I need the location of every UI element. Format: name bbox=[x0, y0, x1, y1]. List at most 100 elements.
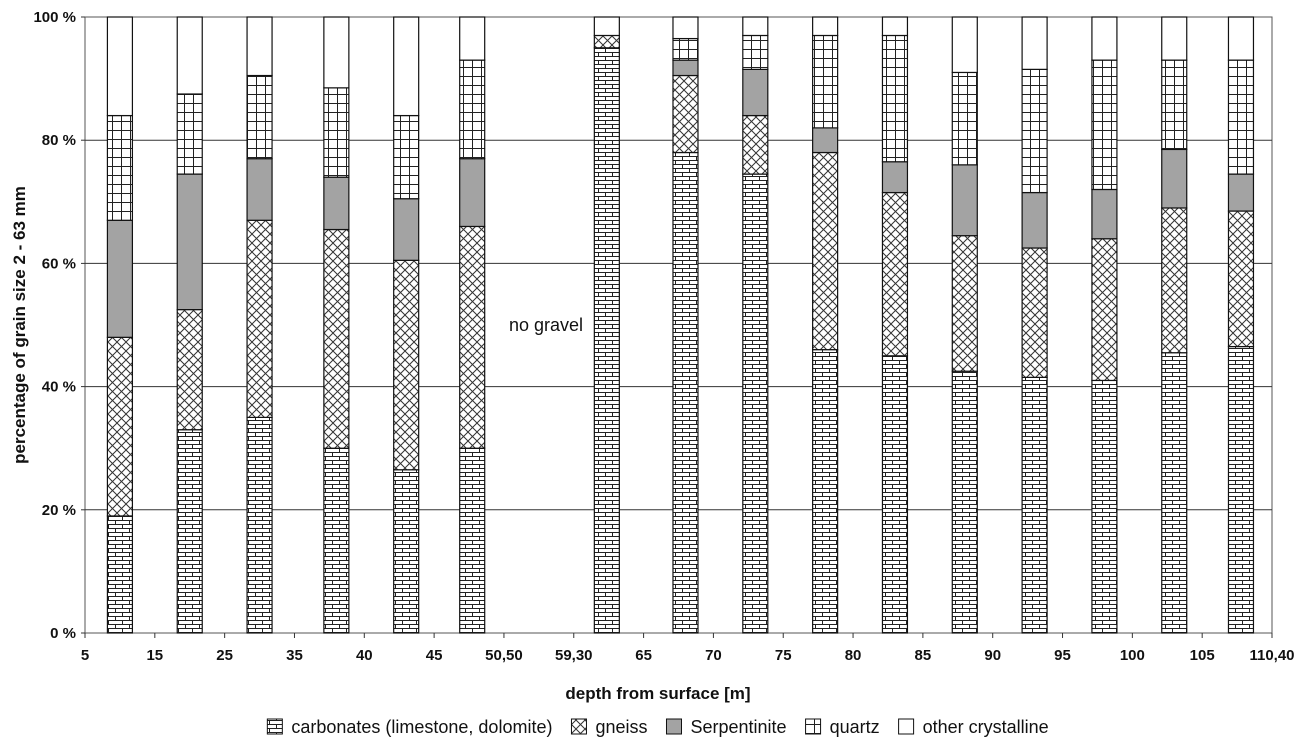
bar-stack bbox=[881, 16, 909, 634]
bar-stack bbox=[1227, 16, 1255, 634]
bar-segment bbox=[106, 219, 134, 338]
legend: carbonates (limestone, dolomite) gneiss Se… bbox=[266, 717, 1049, 737]
bar-segment bbox=[881, 161, 909, 194]
bar-segment bbox=[742, 34, 769, 70]
bar-stack bbox=[459, 16, 486, 634]
x-tick-label: 90 bbox=[984, 647, 1001, 664]
bar-segment bbox=[176, 16, 203, 95]
y-axis-label: percentage of grain size 2 - 63 mm bbox=[10, 186, 29, 464]
bar-segment bbox=[246, 16, 273, 77]
x-tick-label: 15 bbox=[146, 647, 163, 664]
bar-segment bbox=[951, 16, 978, 74]
bar-segment bbox=[323, 447, 350, 634]
bar-segment bbox=[1021, 68, 1048, 194]
legend-item: gneiss bbox=[570, 717, 647, 737]
bar-segment bbox=[1091, 59, 1118, 191]
bar-stack bbox=[176, 16, 203, 634]
x-tick-label: 25 bbox=[216, 647, 233, 664]
bar-segment bbox=[1227, 16, 1255, 61]
x-tick-label: 80 bbox=[845, 647, 862, 664]
bar-stack bbox=[1161, 16, 1188, 634]
bar-stack bbox=[742, 16, 769, 634]
axes: 0 % 20 % 40 % 60 % 80 % 100 % 5 15 25 35 40 45 50,50… bbox=[33, 9, 1294, 664]
x-tick-label: 50,50 bbox=[485, 647, 523, 664]
annotation-no-gravel: no gravel bbox=[509, 315, 583, 335]
x-tick-label: 85 bbox=[915, 647, 932, 664]
bar-segment bbox=[672, 16, 699, 40]
legend-item: other crystalline bbox=[898, 717, 1049, 737]
legend-swatch bbox=[898, 718, 915, 735]
bar-stack bbox=[1091, 16, 1118, 634]
bar-segment bbox=[593, 34, 620, 49]
bar-segment bbox=[459, 447, 486, 634]
x-tick-label: 110,40 bbox=[1249, 647, 1294, 664]
legend-swatch bbox=[570, 718, 587, 735]
bar-segment bbox=[323, 16, 350, 89]
x-tick-label: 95 bbox=[1054, 647, 1071, 664]
bar-segment bbox=[1161, 59, 1188, 151]
bar-segment bbox=[393, 259, 420, 471]
x-tick-label: 5 bbox=[81, 647, 89, 664]
bar-segment bbox=[459, 225, 486, 449]
bar-segment bbox=[176, 93, 203, 175]
x-tick-label: 105 bbox=[1190, 647, 1215, 664]
x-tick-label: 70 bbox=[705, 647, 722, 664]
bar-segment bbox=[1227, 210, 1255, 348]
bar-segment bbox=[593, 16, 620, 37]
bar-segment bbox=[1021, 191, 1048, 249]
bar-segment bbox=[881, 34, 909, 163]
bar-segment bbox=[106, 16, 134, 117]
bar-stack bbox=[951, 16, 978, 634]
bar-segment bbox=[1227, 59, 1255, 175]
bar-segment bbox=[1091, 16, 1118, 61]
bar-segment bbox=[106, 515, 134, 634]
bar-segment bbox=[1161, 16, 1188, 61]
bar-segment bbox=[393, 16, 420, 117]
bar-segment bbox=[106, 114, 134, 221]
bar-stack bbox=[1021, 16, 1048, 634]
bar-segment bbox=[1227, 345, 1255, 634]
bar-segment bbox=[1091, 188, 1118, 240]
bar-stack bbox=[593, 16, 620, 634]
bar-stack bbox=[393, 16, 420, 634]
legend-item: quartz bbox=[805, 717, 880, 737]
legend-item: carbonates (limestone, dolomite) bbox=[266, 717, 552, 737]
y-tick-label: 0 % bbox=[50, 625, 76, 642]
bar-segment bbox=[1161, 148, 1188, 209]
bar-segment bbox=[742, 16, 769, 37]
y-tick-label: 100 % bbox=[33, 9, 76, 26]
bar-segment bbox=[393, 198, 420, 261]
legend-item: Serpentinite bbox=[665, 717, 787, 737]
bar-segment bbox=[881, 191, 909, 357]
bar-segment bbox=[459, 16, 486, 61]
bar-segment bbox=[459, 158, 486, 228]
bar-segment bbox=[951, 164, 978, 237]
bar-segment bbox=[812, 151, 839, 351]
bar-segment bbox=[672, 37, 699, 61]
legend-label: other crystalline bbox=[923, 717, 1049, 737]
bar-segment bbox=[323, 87, 350, 178]
bar-segment bbox=[176, 173, 203, 311]
legend-swatch bbox=[805, 718, 822, 735]
bar-stack bbox=[246, 16, 273, 634]
bar-segment bbox=[1091, 379, 1118, 634]
bar-segment bbox=[246, 158, 273, 221]
bar-segment bbox=[176, 429, 203, 634]
bar-segment bbox=[812, 34, 839, 129]
x-tick-label: 59,30 bbox=[555, 647, 593, 664]
bar-segment bbox=[812, 127, 839, 154]
bar-segment bbox=[1021, 376, 1048, 634]
bar-segment bbox=[1091, 238, 1118, 382]
y-tick-label: 20 % bbox=[42, 502, 76, 519]
bar-segment bbox=[881, 355, 909, 634]
bar-segment bbox=[246, 416, 273, 634]
x-tick-label: 40 bbox=[356, 647, 373, 664]
bar-segment bbox=[812, 16, 839, 37]
x-tick-label: 65 bbox=[635, 647, 652, 664]
bar-segment bbox=[672, 59, 699, 77]
bars bbox=[106, 16, 1255, 634]
legend-label: Serpentinite bbox=[690, 717, 786, 737]
bar-segment bbox=[1161, 352, 1188, 634]
bar-segment bbox=[593, 47, 620, 634]
